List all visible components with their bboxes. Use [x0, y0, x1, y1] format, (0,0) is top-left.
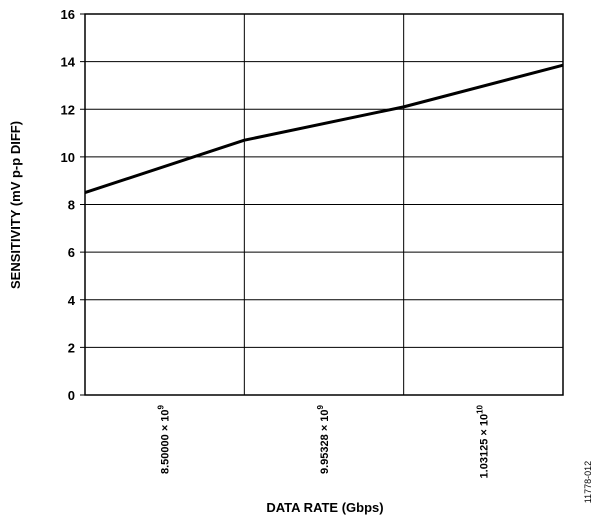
x-tick-mantissa: 8.50000 × 10	[160, 409, 172, 474]
x-tick-label: 8.50000 × 109	[157, 404, 172, 474]
y-tick-label: 10	[61, 150, 75, 165]
y-tick-label: 16	[61, 7, 75, 22]
x-tick-exponent: 9	[316, 404, 325, 409]
sensitivity-series-line	[84, 63, 564, 195]
x-tick-mantissa: 9.95328 × 10	[319, 409, 331, 474]
y-tick-labels: 0 2 4 6 8 10 12 14 16	[61, 7, 85, 403]
x-tick-exponent: 10	[475, 404, 484, 413]
grid	[85, 13, 563, 396]
x-tick-mantissa: 1.03125 × 10	[478, 414, 490, 479]
x-tick-label-text: 8.50000 × 109	[157, 404, 172, 474]
x-tick-label: 9.95328 × 109	[316, 404, 331, 474]
x-tick-exponent: 9	[157, 404, 166, 409]
y-tick-label: 4	[68, 293, 76, 308]
y-tick-label: 2	[68, 340, 75, 355]
y-tick-label: 0	[68, 388, 75, 403]
x-tick-label-text: 9.95328 × 109	[316, 404, 331, 474]
y-tick-label: 6	[68, 245, 75, 260]
series-layer	[84, 63, 564, 195]
x-axis-title: DATA RATE (Gbps)	[266, 500, 383, 515]
figure-id: 11778-012	[583, 461, 593, 503]
y-axis-title: SENSITIVITY (mV p-p DIFF)	[8, 121, 23, 289]
y-tick-label: 14	[61, 55, 76, 70]
y-tick-label: 12	[61, 102, 75, 117]
y-tick-label: 8	[68, 198, 75, 213]
x-tick-label-text: 1.03125 × 1010	[475, 404, 490, 478]
x-tick-label: 1.03125 × 1010	[475, 404, 490, 478]
